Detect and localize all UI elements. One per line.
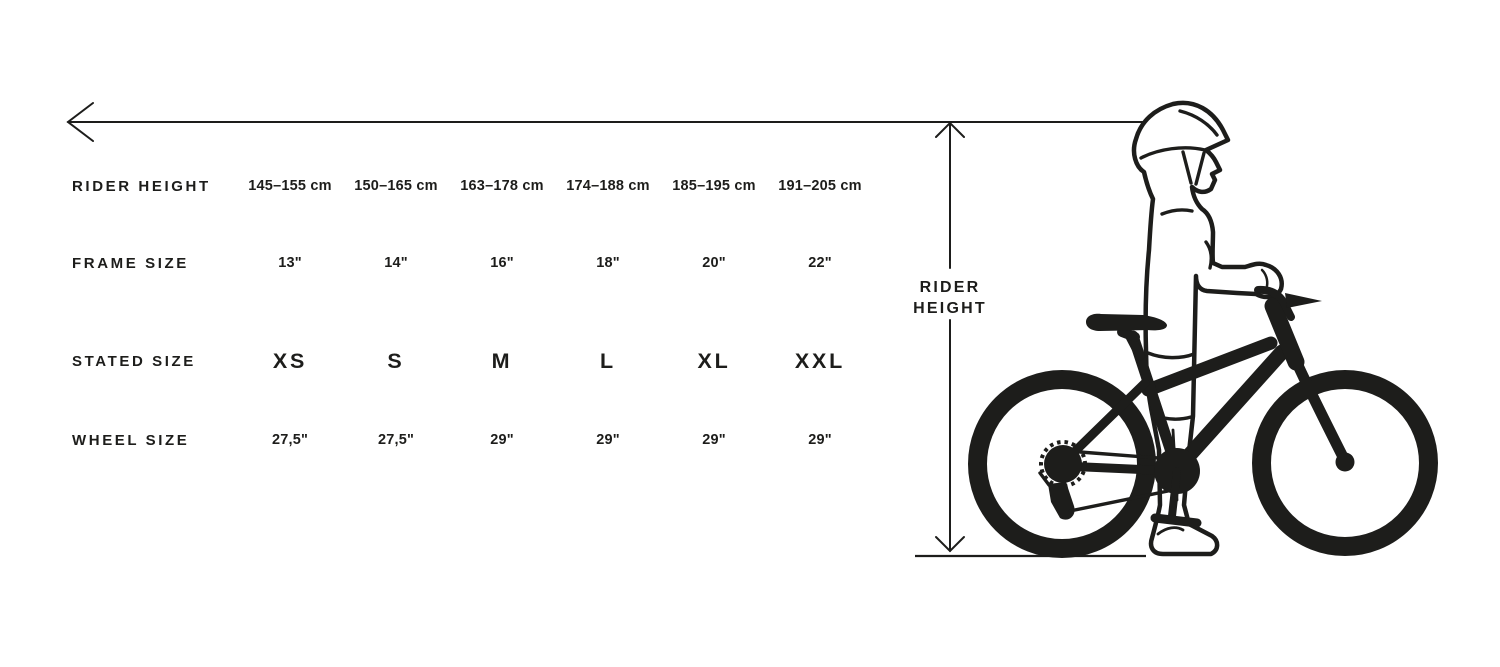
cell-wheel-size-s: 27,5" (377, 432, 415, 448)
cell-wheel-size-xs: 27,5" (271, 432, 309, 448)
rider-height-arrow-label-line2: HEIGHT (913, 300, 987, 317)
measure-arrow-horizontal-icon (66, 102, 1147, 142)
table-row-frame-size: FRAME SIZE 13" 14" 16" 18" 20" 22" (72, 251, 873, 275)
row-label: RIDER HEIGHT (72, 177, 211, 195)
rear-wheel (968, 370, 1156, 558)
cassette (1044, 445, 1082, 483)
rider-height-arrow-label: RIDER HEIGHT (902, 277, 998, 319)
row-label: FRAME SIZE (72, 254, 189, 272)
cell-rider-height-xxl: 191–205 cm (778, 178, 862, 194)
front-wheel (1252, 370, 1438, 556)
cell-wheel-size-m: 29" (490, 432, 514, 448)
cell-frame-size-l: 18" (596, 255, 620, 271)
cell-stated-size-xl: XL (697, 348, 731, 373)
helmet-strap-line (1181, 150, 1193, 185)
pedal (1150, 513, 1202, 528)
head-tube (1264, 297, 1305, 371)
cell-frame-size-m: 16" (490, 255, 514, 271)
row-label: WHEEL SIZE (72, 431, 190, 449)
helmet-ridge-line (1178, 109, 1219, 137)
cell-frame-size-xs: 13" (278, 255, 302, 271)
sleeve-hem-line (1204, 240, 1213, 270)
seat-stay (1058, 378, 1150, 468)
shirt-hem-line (1146, 351, 1196, 360)
derailleur (1048, 482, 1075, 520)
cell-rider-height-m: 163–178 cm (460, 178, 544, 194)
front-hub (1335, 452, 1355, 472)
table-row-wheel-size: WHEEL SIZE 27,5" 27,5" 29" 29" 29" 29" (72, 428, 873, 452)
cell-wheel-size-xl: 29" (702, 432, 726, 448)
chain-rear (1038, 471, 1051, 487)
cell-frame-size-xxl: 22" (808, 255, 832, 271)
cell-stated-size-m: M (491, 348, 513, 373)
crank-arm (1168, 467, 1181, 520)
drivetrain (1038, 440, 1202, 528)
rider-height-arrow-label-line1: RIDER (919, 279, 981, 296)
cell-stated-size-xxl: XXL (794, 348, 846, 373)
bike-illustration (968, 285, 1438, 558)
rider-height-arrow-icon (935, 121, 965, 553)
collar-line (1160, 208, 1194, 216)
cell-frame-size-s: 14" (384, 255, 408, 271)
cassette-teeth (1039, 440, 1087, 488)
shoe-line (1156, 526, 1185, 536)
cell-stated-size-s: S (387, 348, 405, 373)
cell-rider-height-l: 174–188 cm (566, 178, 650, 194)
brake-lever (1285, 293, 1322, 308)
saddle (1086, 313, 1167, 331)
down-tube (1169, 344, 1290, 477)
table-row-rider-height: RIDER HEIGHT 145–155 cm 150–165 cm 163–1… (72, 174, 873, 198)
helmet-strap-line (1194, 151, 1206, 186)
cell-stated-size-l: L (600, 348, 616, 373)
cell-wheel-size-xxl: 29" (808, 432, 832, 448)
row-label: STATED SIZE (72, 352, 196, 370)
cell-frame-size-xl: 20" (702, 255, 726, 271)
cell-rider-height-xs: 145–155 cm (248, 178, 332, 194)
cell-rider-height-xl: 185–195 cm (672, 178, 756, 194)
cell-wheel-size-l: 29" (596, 432, 620, 448)
chain-top (1078, 450, 1160, 460)
knuckle-line (1260, 268, 1269, 288)
chain-bottom (1068, 489, 1170, 513)
top-tube (1141, 336, 1278, 397)
saddle-clamp (1117, 327, 1140, 342)
cell-rider-height-s: 150–165 cm (354, 178, 438, 194)
helmet-rim-line (1139, 146, 1207, 160)
bike-frame (1058, 285, 1351, 477)
handlebar (1254, 285, 1295, 321)
table-row-stated-size: STATED SIZE XS S M L XL XXL (72, 346, 873, 376)
cell-stated-size-xs: XS (272, 348, 308, 373)
